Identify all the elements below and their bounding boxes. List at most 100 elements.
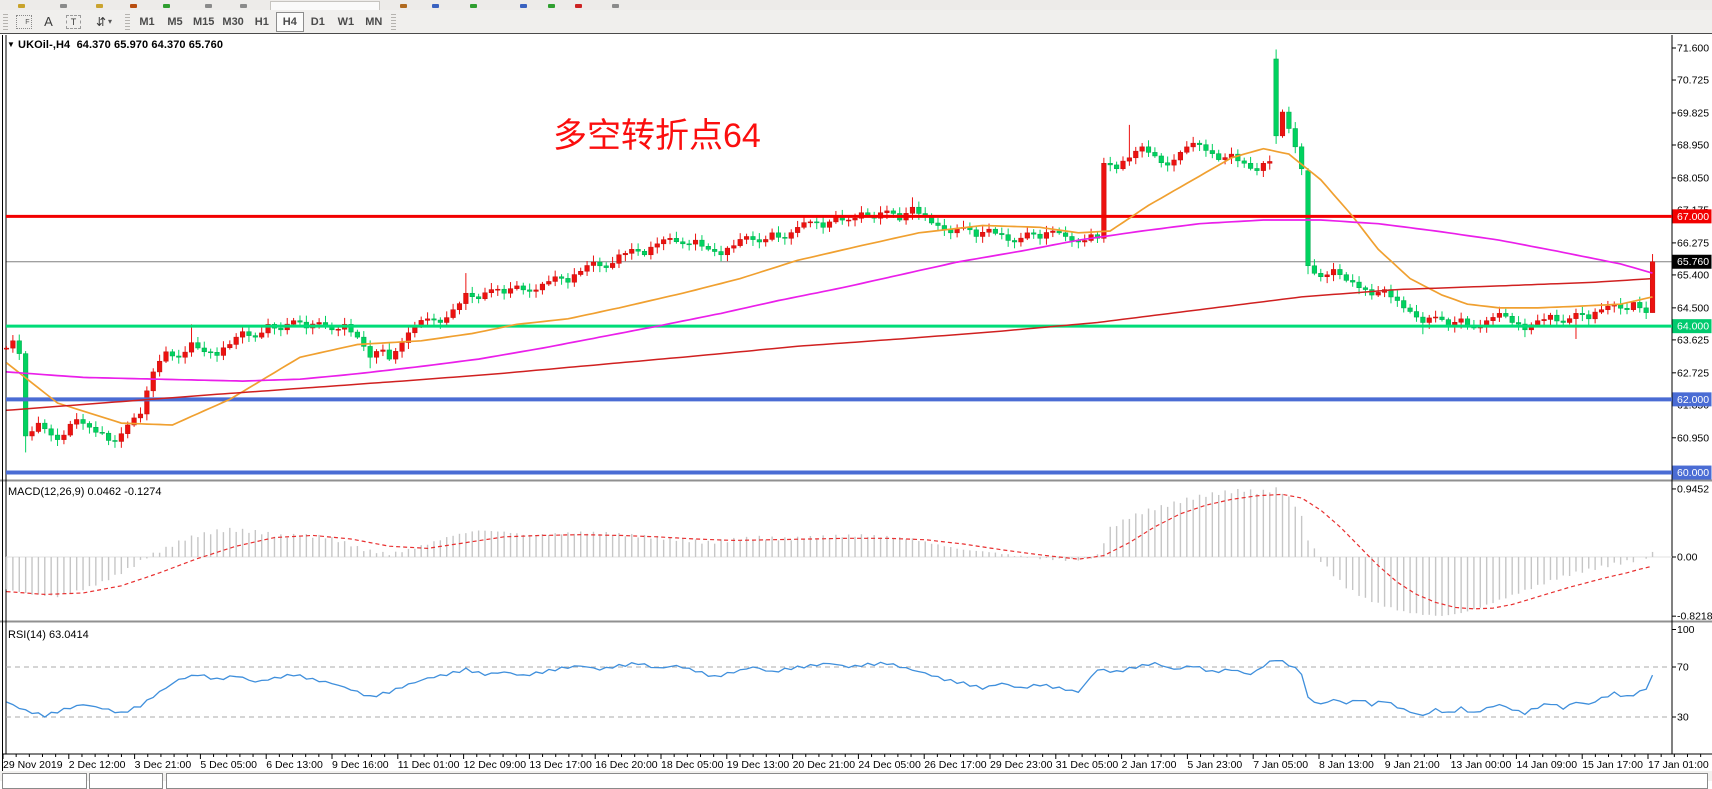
chart-toolbar: F A T ⇵ ▾ M1 M5 M15 M30 H1 H4 D1 W1 MN [0, 10, 1712, 34]
insert-text-button[interactable]: A [36, 12, 61, 32]
svg-text:8 Jan 13:00: 8 Jan 13:00 [1319, 759, 1374, 771]
svg-text:13 Dec 17:00: 13 Dec 17:00 [529, 759, 592, 771]
svg-text:3 Dec 21:00: 3 Dec 21:00 [135, 759, 192, 771]
timeframe-d1-button[interactable]: D1 [304, 12, 332, 32]
toolbar-icon-fragment [548, 4, 555, 8]
cursor-grid-tool-button[interactable]: F [11, 12, 36, 32]
svg-text:15 Jan 17:00: 15 Jan 17:00 [1582, 759, 1643, 771]
svg-text:0.9452: 0.9452 [1677, 483, 1709, 495]
svg-text:62.000: 62.000 [1677, 394, 1709, 406]
svg-text:70.725: 70.725 [1677, 75, 1709, 87]
mid-ma-magenta [6, 219, 1653, 382]
timeframe-w1-button[interactable]: W1 [332, 12, 360, 32]
text-a-icon: A [44, 14, 53, 29]
timeframe-mn-button[interactable]: MN [360, 12, 388, 32]
svg-text:13 Jan 00:00: 13 Jan 00:00 [1451, 759, 1512, 771]
price-level-lines[interactable] [6, 214, 1672, 475]
toolbar-icon-fragment [400, 4, 407, 8]
timeframe-m30-button[interactable]: M30 [218, 12, 247, 32]
svg-text:60.000: 60.000 [1677, 467, 1709, 479]
svg-text:63.625: 63.625 [1677, 334, 1709, 346]
chart-tab[interactable] [166, 773, 1708, 789]
svg-text:67.000: 67.000 [1677, 211, 1709, 223]
svg-text:62.725: 62.725 [1677, 367, 1709, 379]
chart-text-annotation[interactable]: 多空转折点64 [553, 117, 761, 155]
slow-ma-darkred [6, 277, 1653, 412]
svg-text:0.00: 0.00 [1677, 552, 1698, 564]
svg-text:71.600: 71.600 [1677, 43, 1709, 55]
timeframe-m1-button[interactable]: M1 [133, 12, 161, 32]
cursor-grid-icon: F [15, 14, 32, 29]
svg-text:-0.8218: -0.8218 [1677, 611, 1712, 623]
arrow-objects-button[interactable]: ⇵ ▾ [86, 12, 122, 32]
macd-pane-label: MACD(12,26,9) 0.0462 -0.1274 [8, 486, 162, 498]
macd-signal-line [6, 493, 1653, 610]
svg-text:16 Dec 20:00: 16 Dec 20:00 [595, 759, 658, 771]
svg-text:29 Nov 2019: 29 Nov 2019 [3, 759, 63, 771]
time-axis[interactable]: 29 Nov 2019 2 Dec 12:00 3 Dec 21:00 5 Dec 0… [2, 754, 1709, 771]
svg-text:5 Dec 05:00: 5 Dec 05:00 [200, 759, 257, 771]
toolbar-icon-fragment [612, 4, 619, 8]
svg-text:14 Jan 09:00: 14 Jan 09:00 [1516, 759, 1577, 771]
toolbar-icon-fragment [520, 4, 527, 8]
chart-title: ▼ UKOil-,H4 64.370 65.970 64.370 65.760 [7, 39, 223, 51]
price-badge-64.000: 64.000 [1672, 319, 1712, 334]
toolbar-icon-fragment [205, 4, 212, 8]
price-badge-60.000: 60.000 [1672, 465, 1712, 480]
label-t-icon: T [66, 14, 81, 29]
svg-text:9 Dec 16:00: 9 Dec 16:00 [332, 759, 389, 771]
svg-text:69.825: 69.825 [1677, 107, 1709, 119]
chart-title-ohlc: 64.370 65.970 64.370 65.760 [76, 39, 224, 51]
toolbar-icon-fragment [240, 4, 247, 8]
chart-title-symbol: UKOil-,H4 [18, 39, 71, 51]
toolbar-icon-fragment [470, 4, 477, 8]
toolbar-icon-fragment [432, 4, 439, 8]
timeframe-m15-button[interactable]: M15 [189, 12, 218, 32]
chevron-down-icon: ▾ [108, 17, 113, 26]
chart-window: 71.60070.72569.82568.95068.05067.17566.2… [0, 33, 1712, 782]
collapse-triangle-icon[interactable]: ▼ [7, 40, 16, 49]
toolbar-drag-handle[interactable] [390, 13, 396, 30]
timeframe-h4-button[interactable]: H4 [275, 11, 304, 32]
svg-text:5 Jan 23:00: 5 Jan 23:00 [1187, 759, 1242, 771]
toolbar-icon-fragment [96, 4, 103, 8]
chart-tab[interactable] [2, 773, 87, 789]
svg-text:68.950: 68.950 [1677, 139, 1709, 151]
price-badge-62.000: 62.000 [1672, 392, 1712, 407]
toolbar-icon-fragment [575, 4, 582, 8]
price-badge-65.760: 65.760 [1672, 254, 1712, 269]
svg-text:60.950: 60.950 [1677, 432, 1709, 444]
macd-pane[interactable] [5, 487, 1672, 616]
price-badge-67.000: 67.000 [1672, 209, 1712, 224]
svg-text:64.000: 64.000 [1677, 321, 1709, 333]
main-chart-surface[interactable]: 71.60070.72569.82568.95068.05067.17566.2… [0, 34, 1712, 782]
svg-text:2 Jan 17:00: 2 Jan 17:00 [1122, 759, 1177, 771]
chart-tab-bar [0, 771, 1712, 789]
svg-text:7 Jan 05:00: 7 Jan 05:00 [1253, 759, 1308, 771]
svg-text:6 Dec 13:00: 6 Dec 13:00 [266, 759, 323, 771]
toolbar-drag-handle[interactable] [125, 13, 130, 30]
chart-frame [0, 35, 1712, 772]
svg-text:2 Dec 12:00: 2 Dec 12:00 [69, 759, 126, 771]
svg-text:68.050: 68.050 [1677, 172, 1709, 184]
svg-text:9 Jan 21:00: 9 Jan 21:00 [1385, 759, 1440, 771]
toolbar-icon-fragment [18, 4, 25, 8]
chart-tab[interactable] [89, 773, 163, 789]
rsi-pane[interactable] [6, 659, 1672, 718]
svg-text:66.275: 66.275 [1677, 237, 1709, 249]
timeframe-h1-button[interactable]: H1 [248, 12, 276, 32]
svg-text:18 Dec 05:00: 18 Dec 05:00 [661, 759, 724, 771]
toolbar-icon-fragment [163, 4, 170, 8]
toolbar-icon-fragment [130, 4, 137, 8]
rsi-value: 63.0414 [48, 629, 89, 641]
insert-label-button[interactable]: T [61, 12, 86, 32]
svg-text:29 Dec 23:00: 29 Dec 23:00 [990, 759, 1053, 771]
svg-text:30: 30 [1677, 712, 1689, 724]
svg-text:65.400: 65.400 [1677, 269, 1709, 281]
svg-text:12 Dec 09:00: 12 Dec 09:00 [464, 759, 527, 771]
svg-text:64.500: 64.500 [1677, 302, 1709, 314]
timeframe-m5-button[interactable]: M5 [161, 12, 189, 32]
toolbar-icon-fragment [60, 4, 67, 8]
toolbar-drag-handle[interactable] [3, 13, 8, 30]
macd-values: 0.0462 -0.1274 [87, 486, 162, 498]
